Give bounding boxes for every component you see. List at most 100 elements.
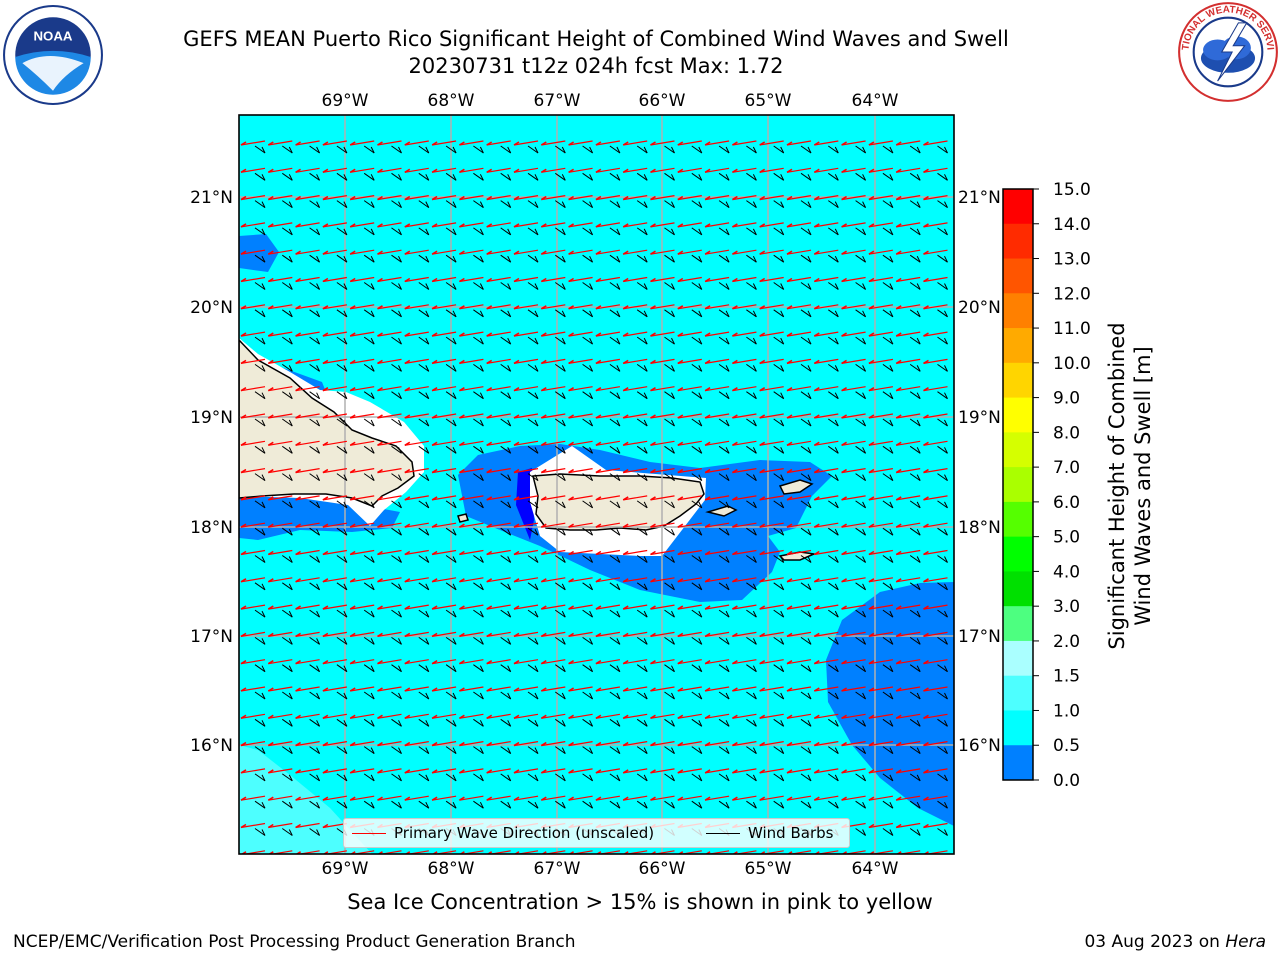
wind-barb-flag: [862, 501, 867, 509]
wind-barb: [254, 773, 266, 782]
wind-barb: [664, 582, 675, 591]
wind-barb-flag: [698, 283, 703, 290]
wave-arrow-head: [322, 496, 329, 501]
wind-barb: [746, 200, 757, 209]
wave-arrow-head: [731, 769, 738, 774]
wind-barb-flag: [944, 501, 948, 509]
wind-barb-flag: [671, 365, 675, 372]
wind-barb-flag: [261, 255, 266, 263]
wave-arrow: [896, 522, 921, 528]
wind-barb: [445, 445, 457, 454]
wave-arrow-head: [677, 387, 684, 392]
wind-barb: [855, 282, 866, 290]
wave-arrow-head: [267, 714, 274, 719]
wave-arrow: [350, 659, 375, 665]
wave-arrow: [841, 167, 866, 173]
wind-barb-flag: [671, 692, 675, 700]
wave-arrow-head: [568, 741, 575, 747]
wave-arrow: [623, 768, 648, 774]
wave-arrow: [868, 631, 893, 637]
wave-arrow-head: [622, 578, 629, 583]
wave-arrow-head: [650, 195, 656, 201]
wave-arrow-head: [295, 441, 302, 446]
wave-arrow-head: [568, 250, 575, 255]
wave-arrow-head: [868, 714, 875, 719]
wind-barb-flag: [780, 801, 785, 809]
wind-barb: [691, 445, 703, 454]
wave-arrow-head: [458, 332, 465, 337]
wave-arrow-head: [677, 141, 684, 146]
wind-barb-flag: [671, 474, 675, 481]
wind-barb: [282, 418, 293, 427]
wind-barb-flag: [862, 392, 867, 399]
wind-barb: [855, 555, 866, 563]
wind-barb-flag: [643, 174, 648, 181]
wave-arrow-head: [759, 250, 766, 255]
colorbar-label-line1: Significant Height of Combined: [1105, 322, 1129, 649]
wind-barb-flag: [479, 283, 484, 290]
wind-barb-flag: [944, 283, 948, 290]
wind-barb: [527, 800, 539, 809]
wind-barb: [500, 800, 511, 809]
wave-arrow-head: [267, 823, 274, 829]
wave-arrow-head: [486, 523, 493, 528]
wind-barb: [500, 336, 511, 345]
wind-barb-flag: [698, 228, 703, 236]
wind-barb: [636, 582, 648, 591]
wave-arrow-head: [677, 714, 684, 719]
wave-arrow: [623, 331, 648, 337]
wind-barb: [500, 200, 511, 209]
wave-arrow-head: [923, 359, 929, 365]
wave-arrow-head: [868, 769, 875, 774]
wind-barb-flag: [725, 228, 730, 236]
wave-arrow-head: [458, 605, 465, 610]
wind-barb: [773, 718, 784, 727]
wind-barb-flag: [780, 447, 785, 454]
wave-arrow-head: [377, 496, 383, 501]
wind-barb-flag: [834, 447, 839, 454]
wave-arrow-head: [267, 223, 274, 228]
wave-arrow-head: [540, 769, 547, 774]
wind-barb-flag: [752, 720, 757, 727]
wind-barb-flag: [425, 201, 430, 208]
wind-barb-flag: [834, 201, 839, 208]
wave-arrow-head: [813, 578, 820, 583]
wave-arrow-head: [431, 550, 438, 556]
wind-barb: [909, 145, 921, 154]
wave-arrow: [732, 713, 757, 719]
wave-arrow: [322, 413, 347, 419]
wind-barb-flag: [452, 692, 457, 700]
wave-arrow-head: [895, 332, 902, 337]
colorbar-segment: [1003, 745, 1033, 781]
wind-barb-flag: [780, 283, 785, 290]
wind-barb-flag: [807, 801, 812, 809]
wind-barb-flag: [343, 747, 348, 754]
wave-arrow-head: [622, 414, 629, 419]
wind-barb: [391, 691, 402, 700]
wind-barb-flag: [944, 665, 948, 672]
wave-arrow: [432, 276, 457, 283]
wave-arrow-head: [868, 195, 875, 201]
wind-barb: [500, 773, 511, 782]
wind-barb-flag: [834, 337, 839, 345]
wind-barb-flag: [370, 310, 375, 318]
wind-barb: [473, 309, 484, 318]
wind-barb-flag: [534, 310, 539, 318]
wave-arrow: [650, 304, 675, 310]
wave-arrow-head: [349, 468, 356, 474]
wave-arrow: [541, 304, 566, 310]
wind-barb: [527, 718, 539, 727]
wave-arrow: [650, 768, 675, 774]
wind-barb: [882, 718, 894, 727]
wave-arrow: [677, 659, 702, 665]
wind-barb-flag: [916, 146, 921, 154]
wave-arrow-head: [622, 387, 629, 392]
wind-barb-flag: [589, 638, 594, 645]
wind-barb-flag: [807, 228, 812, 236]
wind-barb: [391, 555, 402, 563]
wave-arrow-head: [895, 305, 902, 310]
wind-barb-flag: [590, 857, 593, 863]
wave-arrow: [432, 304, 457, 310]
wind-barb-flag: [671, 283, 675, 290]
wave-arrow: [896, 604, 921, 610]
